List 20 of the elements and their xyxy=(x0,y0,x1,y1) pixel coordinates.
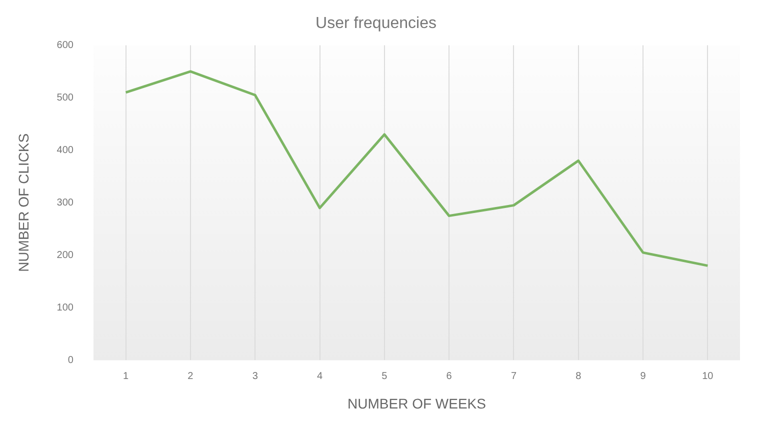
x-tick-label: 1 xyxy=(123,370,130,382)
x-tick-label: 5 xyxy=(382,370,388,382)
x-tick-label: 7 xyxy=(510,370,517,382)
x-tick-label: 3 xyxy=(252,370,258,382)
x-tick-label: 10 xyxy=(702,370,714,382)
x-axis-title: NUMBER OF WEEKS xyxy=(348,395,486,412)
y-tick-label: 600 xyxy=(56,40,74,51)
y-tick-label: 200 xyxy=(56,250,74,261)
y-tick-label: 400 xyxy=(56,144,74,156)
y-tick-label: 300 xyxy=(56,197,74,208)
x-tick-label: 6 xyxy=(446,370,452,382)
chart-title: User frequencies xyxy=(316,15,436,32)
x-tick-label: 9 xyxy=(640,370,646,382)
y-axis-title: NUMBER OF CLICKS xyxy=(15,133,32,272)
x-tick-label: 8 xyxy=(576,370,582,382)
y-tick-label: 500 xyxy=(56,92,74,104)
y-tick-label: 0 xyxy=(68,354,74,366)
x-tick-label: 2 xyxy=(188,370,194,382)
x-tick-label: 4 xyxy=(316,370,323,382)
y-tick-label: 100 xyxy=(56,302,74,314)
